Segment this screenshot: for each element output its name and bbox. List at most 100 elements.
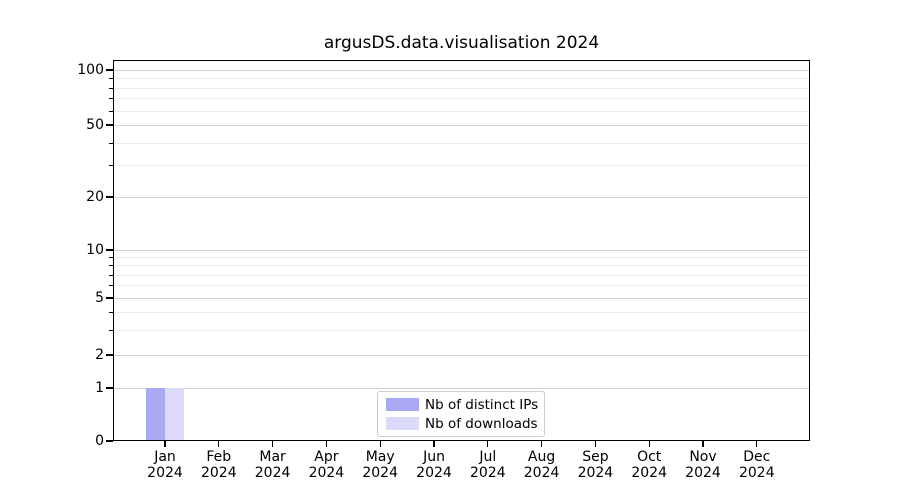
legend-item-label: Nb of downloads [425,415,538,432]
y-axis-tick [106,354,113,356]
x-axis-tick [487,441,489,447]
x-tick-month: Oct [637,449,662,465]
y-gridline-minor [113,311,810,313]
x-tick-year: 2024 [200,465,237,481]
x-tick-year: 2024 [738,465,775,481]
y-gridline-minor [113,274,810,276]
y-axis-minor-tick [109,329,113,331]
x-tick-month: Apr [314,449,339,465]
x-axis-tick-label: Aug 2024 [510,449,574,481]
y-axis-minor-tick [109,110,113,112]
y-gridline-major [113,355,810,356]
y-axis-tick [106,249,113,251]
y-axis-tick-label: 50 [86,117,104,133]
x-tick-year: 2024 [147,465,183,481]
x-tick-month: Sep [582,449,609,465]
x-tick-month: Mar [259,449,286,465]
y-axis-tick [106,297,113,299]
y-axis-tick-label: 5 [95,290,104,306]
x-axis-tick-label: Nov 2024 [671,449,735,481]
x-tick-year: 2024 [523,465,560,481]
y-gridline-minor [113,98,810,100]
y-axis-minor-tick [109,142,113,144]
y-gridline-minor [113,257,810,259]
y-axis-minor-tick [109,274,113,276]
x-axis-tick-label: Oct 2024 [617,449,681,481]
y-axis-tick-label: 2 [95,347,104,363]
y-axis-minor-tick [109,87,113,89]
y-gridline-major [113,70,810,71]
y-axis-minor-tick [109,265,113,267]
x-axis-tick-label: Jan 2024 [133,449,197,481]
x-axis-tick-label: Jul 2024 [456,449,520,481]
legend-swatch [386,417,419,430]
y-axis-minor-tick [109,165,113,167]
x-axis-tick [164,441,166,447]
y-axis-tick [106,124,113,126]
y-gridline-major [113,388,810,389]
x-tick-month: Jan [154,449,176,465]
x-axis-tick-label: May 2024 [348,449,412,481]
y-axis-minor-tick [109,78,113,80]
x-tick-year: 2024 [416,465,452,481]
x-tick-month: Jun [423,449,445,465]
legend-item-label: Nb of distinct IPs [425,396,539,413]
x-axis-tick [594,441,597,447]
x-tick-year: 2024 [469,465,506,481]
y-gridline-minor [113,329,810,331]
x-tick-year: 2024 [362,465,398,481]
y-axis-minor-tick [109,311,113,313]
y-axis-minor-tick [109,98,113,100]
y-axis-tick [106,387,113,389]
x-tick-month: Jul [479,449,497,465]
y-gridline-minor [113,265,810,267]
x-axis-tick [379,441,381,447]
bar-nb-of-downloads [165,388,184,441]
x-tick-month: Aug [527,449,556,465]
y-axis-tick [106,440,113,442]
y-axis-minor-tick [109,257,113,259]
x-axis-tick [271,441,274,447]
y-gridline-major [113,298,810,299]
y-axis-tick [106,196,113,198]
plot-area [113,60,810,441]
y-axis-tick-label: 10 [86,242,104,258]
x-axis-tick-label: Dec 2024 [725,449,789,481]
legend: Nb of distinct IPs Nb of downloads [377,391,545,437]
x-tick-year: 2024 [308,465,345,481]
x-axis-tick-label: Sep 2024 [563,449,627,481]
x-axis-tick-label: Feb 2024 [187,449,251,481]
x-tick-month: May [365,449,395,465]
x-tick-year: 2024 [685,465,721,481]
y-gridline-major [113,197,810,198]
legend-swatch [386,398,419,411]
y-gridline-major [113,250,810,251]
x-tick-year: 2024 [254,465,291,481]
x-tick-month: Nov [689,449,717,465]
y-gridline-minor [113,285,810,287]
x-axis-tick [433,441,435,447]
y-gridline-minor [113,110,810,112]
x-axis-tick [540,441,543,447]
x-tick-year: 2024 [577,465,614,481]
y-axis-tick-label: 20 [86,189,104,205]
x-axis-tick [648,441,650,447]
x-axis-tick-label: Jun 2024 [402,449,466,481]
y-gridline-minor [113,78,810,80]
y-axis-tick-label: 1 [95,380,104,396]
x-axis-tick [756,441,758,447]
y-gridline-minor [113,87,810,89]
legend-item: Nb of downloads [386,414,539,433]
x-axis-tick-label: Apr 2024 [294,449,358,481]
x-tick-month: Dec [743,449,771,465]
x-tick-month: Feb [206,449,232,465]
x-axis-tick-label: Mar 2024 [241,449,305,481]
x-axis-tick [325,441,328,447]
y-axis-minor-tick [109,285,113,287]
y-gridline-minor [113,165,810,167]
x-axis-tick [218,441,220,447]
y-axis-tick-label: 100 [77,62,104,78]
chart-title: argusDS.data.visualisation 2024 [323,33,600,53]
y-axis-tick [106,69,113,71]
